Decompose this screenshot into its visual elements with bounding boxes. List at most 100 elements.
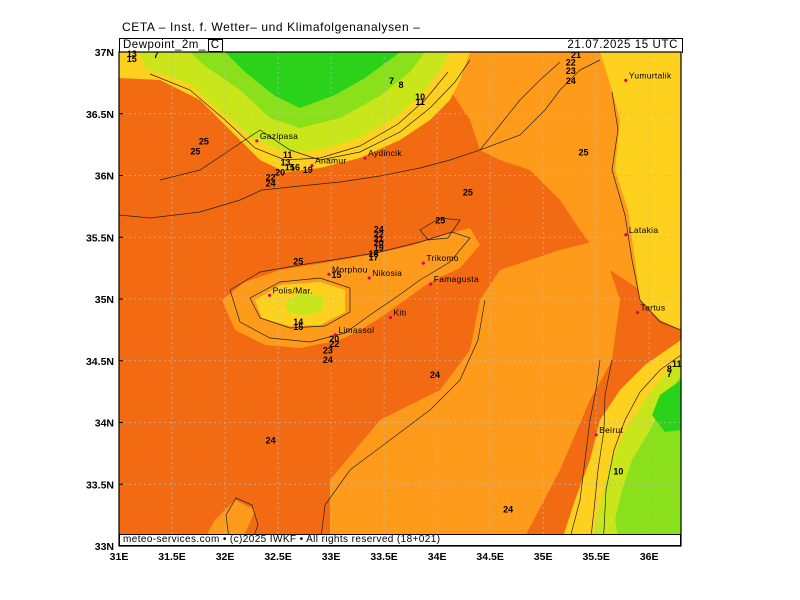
city-marker [388,315,393,320]
city-marker [363,156,367,160]
contour-value-label: 24 [503,505,513,515]
city-label: Anamur [315,156,347,166]
contour-value-label: 22 [266,172,276,182]
lat-lon-grid [119,52,681,546]
contour-value-label: 18 [368,249,378,259]
contour-value-label: 25 [463,187,473,197]
contour-value-label: 16 [290,163,300,173]
city-label: Latakia [629,225,659,235]
lat-tick-label: 35N [95,294,114,306]
contour-value-label: 14 [293,317,303,327]
contour-value-label: 24 [430,370,440,380]
city-label: Beirut [599,425,623,435]
city-marker [367,276,371,280]
lat-tick-label: 35.5N [86,232,114,244]
lat-tick-label: 36.5N [86,109,114,121]
field-orange-light-south [330,240,620,546]
lon-tick-label: 31.5E [158,551,185,563]
city-marker [635,310,640,315]
contour-value-label: 7 [389,76,394,86]
lon-tick-label: 35.5E [582,551,609,563]
field-orange-light-north [430,52,681,300]
contour-value-label: 15 [127,54,137,64]
lon-tick-label: 36E [640,551,659,563]
contour-value-label: 23 [566,66,576,76]
copyright-text: meteo-services.com • (c)2025 IWKF • All … [123,534,441,545]
contour-value-label: 25 [435,216,445,226]
city-label: Yumurtalik [629,70,672,80]
field-turkey-green [225,52,400,108]
lat-tick-label: 33.5N [86,479,114,491]
lon-tick-label: 31E [110,551,129,563]
contour-value-label: 10 [613,466,623,476]
parameter-header-bar: Dewpoint_2m_ C 21.07.2025 15 UTC [119,38,683,53]
lon-tick-label: 32.5E [264,551,291,563]
city-marker [429,282,433,286]
city-label: Kiti [393,308,406,318]
city-marker [310,164,314,168]
contour-value-label: 19 [303,165,313,175]
city-marker [421,261,425,265]
contour-value-label: 24 [566,76,576,86]
lat-tick-label: 36N [95,171,114,183]
map-field [119,52,681,546]
city-label: Morphou [332,264,368,274]
contour-value-label: 15 [293,322,303,332]
lon-tick-label: 32E [216,551,235,563]
lat-tick-label: 34N [95,418,114,430]
city-marker [333,333,337,337]
contour-value-label: 10 [415,92,425,102]
field-syria-yellow [600,52,681,330]
contour-value-label: 22 [566,58,576,68]
lon-tick-label: 34.5E [476,551,503,563]
lon-tick-label: 33.5E [370,551,397,563]
contour-value-label: 24 [266,179,276,189]
city-label: Aydincik [368,148,402,158]
contour-value-label: 17 [368,253,378,263]
city-marker [267,293,272,297]
contour-value-label: 24 [266,435,276,445]
contour-value-label: 20 [329,334,339,344]
contour-value-label: 11 [283,150,293,160]
valid-time-label: 21.07.2025 15 UTC [567,39,678,51]
contour-value-label: 24 [374,224,384,234]
city-label: Tartus [641,303,666,313]
city-marker [327,272,331,276]
map-provider-title: CETA – Inst. f. Wetter– und Klimafolgena… [122,20,421,34]
contour-value-label: 25 [293,256,303,266]
city-label: Gazipasa [260,131,298,141]
city-marker [255,139,259,143]
contour-lines [119,59,681,546]
contour-value-label: 13 [127,49,137,59]
contour-value-label: 25 [190,147,200,157]
copyright-bar: meteo-services.com • (c)2025 IWKF • All … [119,534,681,546]
lon-tick-label: 33E [322,551,341,563]
city-markers: Gazipasa Anamur Aydincik Yumurtalik Latakia T… [255,70,672,437]
contour-value-label: 21 [374,234,384,244]
city-label: Limassol [338,325,374,335]
city-marker [624,233,628,237]
contour-value-label: 19 [374,243,384,253]
contour-value-label: 15 [285,163,295,173]
city-marker [594,433,598,437]
city-marker [624,78,628,83]
contour-value-label: 8 [667,364,672,374]
field-cyprus-center [285,292,324,316]
contour-value-label: 22 [374,229,384,239]
axis-labels: 31E 31.5E 32E 32.5E 33E 33.5E 34E 34.5E 35E 35.5E… [86,47,659,563]
contour-value-label: 13 [280,158,290,168]
contour-value-label: 11 [672,359,682,369]
contour-value-label: 15 [331,270,341,280]
city-label: Polis/Mar. [273,285,313,295]
field-lebanon-green [652,380,681,432]
lat-tick-label: 34.5N [86,356,114,368]
contour-value-label: 20 [374,238,384,248]
lon-tick-label: 35E [534,551,553,563]
contour-value-label: 22 [329,339,339,349]
lon-tick-label: 34E [428,551,447,563]
contour-value-label: 20 [275,168,285,178]
contour-value-label: 24 [323,355,333,365]
contour-value-label: 25 [578,148,588,158]
